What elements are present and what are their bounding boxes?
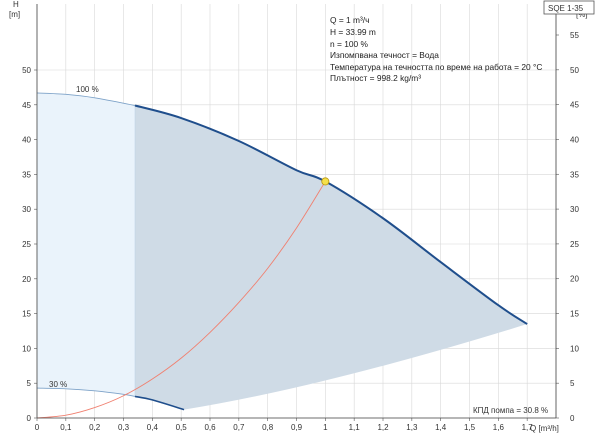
y-left-tick-label: 5 <box>27 379 32 388</box>
x-tick-label: 0,8 <box>262 423 274 432</box>
y-left-tick-label: 50 <box>22 66 31 75</box>
y-right-tick-label: 30 <box>570 205 579 214</box>
y-left-tick-label: 30 <box>22 205 31 214</box>
model-badge-box <box>543 0 595 15</box>
x-tick-label: 0,2 <box>89 423 101 432</box>
y-right-tick-label: 10 <box>570 344 579 353</box>
x-tick-label: 1,1 <box>349 423 361 432</box>
x-tick-label: 1,3 <box>406 423 418 432</box>
x-tick-label: 1,5 <box>464 423 476 432</box>
info-line: n = 100 % <box>330 39 369 49</box>
y-right-tick-label: 40 <box>570 135 579 144</box>
y-left-tick-label: 0 <box>27 414 32 423</box>
y-left-tick-label: 10 <box>22 344 31 353</box>
x-tick-label: 1,6 <box>493 423 505 432</box>
operating-point <box>321 177 330 186</box>
y-right-tick-label: 50 <box>570 66 579 75</box>
y-right-unit: [%] <box>576 10 588 19</box>
x-tick-label: 0 <box>35 423 40 432</box>
info-line: Плътност = 998.2 kg/m³ <box>330 73 421 83</box>
x-tick-label: 0,3 <box>118 423 130 432</box>
info-box: Q = 1 m³/ч H = 33.99 m n = 100 % Изпомпв… <box>330 15 542 83</box>
region-operating <box>135 105 528 410</box>
x-axis-label: Q [m³/h] <box>530 424 559 433</box>
y-left-tick-label: 20 <box>22 275 31 284</box>
y-right-tick-label: 20 <box>570 275 579 284</box>
y-right-tick-label: 5 <box>570 379 575 388</box>
y-right-tick-label: 0 <box>570 414 575 423</box>
x-tick-label: 1 <box>323 423 328 432</box>
y-right-tick-label: 55 <box>570 31 579 40</box>
info-line: Температура на течността по време на раб… <box>330 62 542 72</box>
x-tick-label: 0,5 <box>176 423 188 432</box>
info-line: Изпомпвана течност = Вода <box>330 50 439 60</box>
y-left-unit: [m] <box>9 10 20 19</box>
y-right-tick-label: 45 <box>570 101 579 110</box>
model-badge-text: SQE 1-35 <box>548 4 584 13</box>
model-badge: SQE 1-35 <box>543 0 595 15</box>
curve-30-low <box>36 387 136 397</box>
curve-layer <box>36 92 528 419</box>
region-light <box>37 92 136 397</box>
x-tick-label: 0,9 <box>291 423 303 432</box>
region-layer <box>37 92 528 410</box>
x-tick-label: 0,6 <box>204 423 216 432</box>
y-left-symbol: H <box>13 0 19 9</box>
x-tick-label: 1,4 <box>435 423 447 432</box>
efficiency-note: КПД помпа = 30.8 % <box>473 406 548 415</box>
y-right-tick-label: 25 <box>570 240 579 249</box>
y-left-tick-label: 25 <box>22 240 31 249</box>
curve-30 <box>134 395 185 411</box>
x-tick-label: 0,1 <box>60 423 72 432</box>
y-left-tick-label: 15 <box>22 310 31 319</box>
curve-100-low <box>36 92 136 106</box>
y-left-tick-label: 45 <box>22 101 31 110</box>
system-curve <box>36 181 326 419</box>
curve-label-30: 30 % <box>49 380 67 389</box>
x-tick-label: 0,7 <box>233 423 245 432</box>
x-tick-label: 1,2 <box>377 423 389 432</box>
y-right-tick-label: 35 <box>570 170 579 179</box>
y-left-tick-label: 40 <box>22 136 31 145</box>
y-right-tick-label: 15 <box>570 310 579 319</box>
axes-layer: 0 0,1 0,2 0,3 0,4 0,5 0,6 0,7 0,8 0,9 1 1,1 1,2 1,3 1,… <box>22 4 579 432</box>
curve-label-100: 100 % <box>76 85 99 94</box>
info-line: Q = 1 m³/ч <box>330 15 370 25</box>
info-line: H = 33.99 m <box>330 27 376 37</box>
y-left-tick-label: 35 <box>22 170 31 179</box>
x-tick-label: 1,7 <box>522 423 534 432</box>
x-tick-label: 0,4 <box>147 423 159 432</box>
